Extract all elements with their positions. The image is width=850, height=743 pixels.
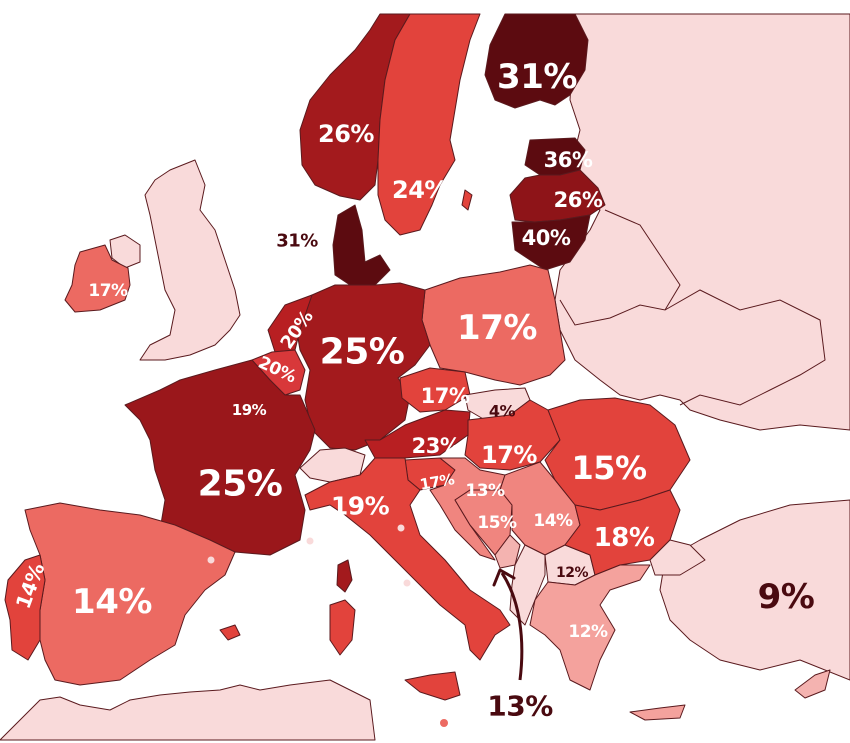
label-finland: 31% xyxy=(497,57,577,97)
region-finland xyxy=(484,13,589,109)
region-czechia xyxy=(399,367,471,413)
label-north-macedonia: 12% xyxy=(555,565,589,581)
label-germany: 25% xyxy=(319,331,405,373)
label-romania: 15% xyxy=(571,449,647,487)
label-greece: 12% xyxy=(568,622,608,642)
region-sicily xyxy=(404,671,461,701)
label-bosnia: 15% xyxy=(477,513,517,533)
region-lithuania xyxy=(511,214,591,271)
region-sweden xyxy=(377,13,481,236)
city-dots xyxy=(207,454,448,727)
region-france xyxy=(124,359,316,561)
label-lithuania: 40% xyxy=(521,226,571,250)
label-slovakia: 4% xyxy=(488,401,516,421)
region-montenegro xyxy=(494,534,521,569)
region-corsica xyxy=(336,559,353,593)
arrowhead-icon xyxy=(492,568,516,587)
label-ireland: 17% xyxy=(88,281,128,301)
label-hungary: 17% xyxy=(481,441,537,469)
region-crete xyxy=(629,704,686,721)
region-bosnia xyxy=(454,489,513,556)
label-denmark: 31% xyxy=(276,230,318,252)
label-estonia: 36% xyxy=(543,148,593,172)
label-spain: 14% xyxy=(72,582,152,622)
region-italy xyxy=(304,457,511,661)
label-norway: 26% xyxy=(318,120,374,148)
region-turkey-thrace xyxy=(649,539,706,576)
label-italy: 19% xyxy=(330,491,390,521)
region-cyprus xyxy=(794,669,831,699)
region-sardinia xyxy=(329,599,356,656)
label-austria: 23% xyxy=(411,434,461,458)
region-poland xyxy=(421,264,566,386)
region-switzerland xyxy=(299,447,366,483)
label-latvia: 26% xyxy=(553,188,603,212)
region-ireland xyxy=(64,244,131,313)
label-france: 25% xyxy=(197,463,283,505)
region-portugal xyxy=(4,554,46,661)
label-luxembourg: 19% xyxy=(231,401,267,419)
region-gotland xyxy=(461,189,473,211)
region-greece xyxy=(529,564,651,691)
region-denmark xyxy=(332,204,391,286)
region-croatia xyxy=(429,457,506,561)
region-east-nodata xyxy=(554,13,850,431)
region-northern-ireland xyxy=(109,234,141,269)
label-serbia: 14% xyxy=(533,511,573,531)
label-montenegro: 13% xyxy=(487,689,553,723)
border-ukraine xyxy=(664,289,826,406)
label-croatia: 13% xyxy=(465,481,505,501)
arrow-icon xyxy=(500,572,524,681)
label-bulgaria: 18% xyxy=(593,523,655,553)
region-turkey xyxy=(659,499,850,681)
label-poland: 17% xyxy=(457,308,537,348)
region-uk xyxy=(139,159,241,361)
region-north-africa xyxy=(0,679,376,741)
label-sweden: 24% xyxy=(392,176,448,204)
label-czechia: 17% xyxy=(420,384,470,408)
label-turkey: 9% xyxy=(757,577,815,617)
region-balearics xyxy=(219,624,241,641)
